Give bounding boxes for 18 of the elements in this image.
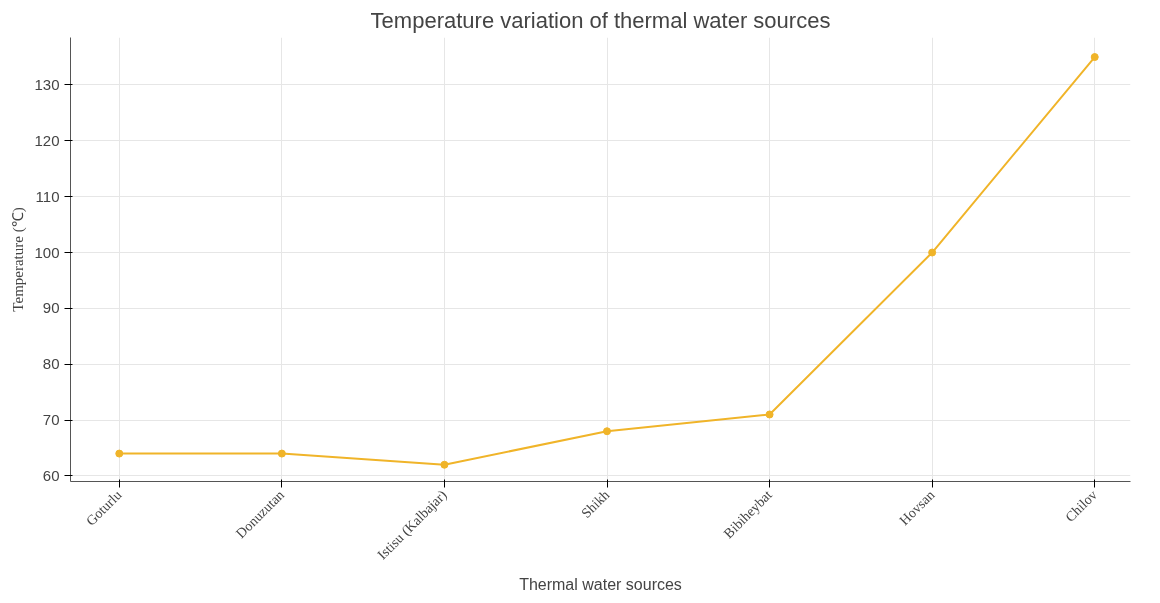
y-tick-label: 80 [42, 355, 60, 373]
point [603, 427, 611, 436]
point [115, 449, 124, 458]
y-axis-title: Temperature (℃) [10, 207, 28, 312]
y-tick-label: 110 [35, 187, 60, 205]
chart-title: Temperature variation of thermal water sources [370, 7, 831, 33]
point [1090, 53, 1099, 62]
point [765, 410, 774, 419]
y-tick-label: 130 [34, 75, 60, 93]
point [440, 460, 449, 469]
y-tick-label: 90 [42, 299, 60, 317]
point [277, 449, 286, 458]
y-tick-label: 60 [42, 466, 60, 484]
y-tick-label: 120 [34, 131, 60, 149]
y-tick-label: 70 [42, 411, 60, 429]
y-tick-label: 100 [34, 243, 60, 261]
x-axis-title: Thermal water sources [519, 575, 682, 593]
point [928, 248, 937, 257]
